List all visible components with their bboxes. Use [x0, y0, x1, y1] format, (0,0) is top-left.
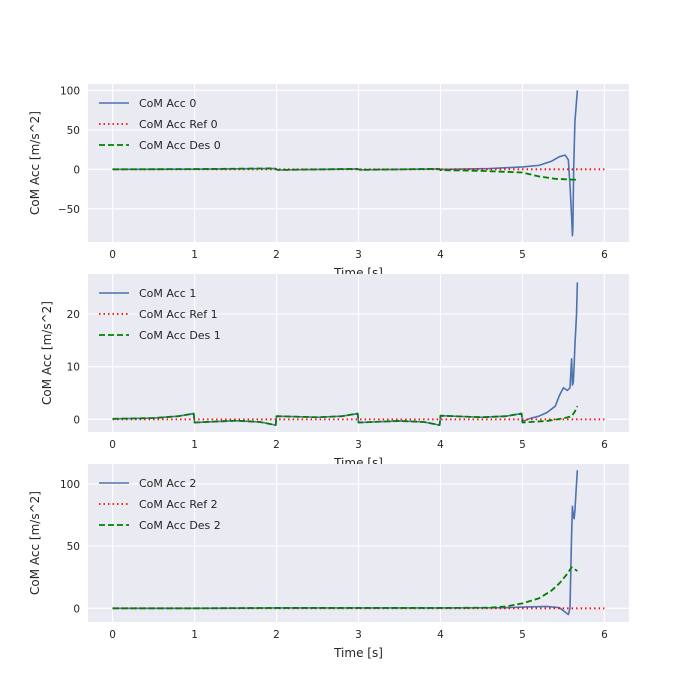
y-tick-label: 100: [60, 85, 80, 97]
x-tick-label: 5: [519, 439, 526, 451]
subplot-2: 0 1 2 3 4 5 6 0 50 100 Time [s] CoM Acc [m/s^2] CoM …: [28, 464, 629, 660]
legend-label: CoM Acc Des 2: [139, 519, 221, 532]
series-line-2: [112, 566, 578, 610]
legend: CoM Acc 1 CoM Acc Ref 1 CoM Acc Des 1: [99, 287, 221, 342]
y-tick-label: 10: [67, 362, 80, 374]
series-group: [112, 470, 605, 616]
legend-label: CoM Acc 0: [139, 97, 196, 110]
x-tick-label: 5: [519, 249, 526, 261]
series-group: [112, 90, 605, 237]
x-tick-label: 2: [273, 249, 280, 261]
x-tick-label: 6: [601, 629, 608, 641]
y-tick-label: 0: [73, 414, 80, 426]
legend-label: CoM Acc 2: [139, 477, 196, 490]
x-tick-label: 4: [437, 629, 444, 641]
y-tick-label: 20: [67, 309, 80, 321]
x-tick-label: 0: [109, 249, 116, 261]
x-tick-label: 3: [355, 439, 362, 451]
legend-label: CoM Acc 1: [139, 287, 196, 300]
x-tick-label: 0: [109, 439, 116, 451]
legend-label: CoM Acc Des 1: [139, 329, 221, 342]
x-tick-label: 2: [273, 439, 280, 451]
y-tick-label: 0: [73, 164, 80, 176]
x-tick-label: 6: [601, 439, 608, 451]
legend-label: CoM Acc Ref 1: [139, 308, 218, 321]
x-tick-label: 2: [273, 629, 280, 641]
x-tick-label: 1: [191, 249, 198, 261]
y-axis-label: CoM Acc [m/s^2]: [28, 111, 42, 215]
x-tick-label: 4: [437, 249, 444, 261]
x-tick-label: 0: [109, 629, 116, 641]
legend-label: CoM Acc Des 0: [139, 139, 221, 152]
legend-label: CoM Acc Ref 2: [139, 498, 218, 511]
x-tick-label: 1: [191, 629, 198, 641]
y-tick-label: 100: [60, 479, 80, 491]
series-line-2: [112, 167, 578, 181]
y-tick-label: −50: [58, 204, 80, 216]
x-axis-label: Time [s]: [333, 646, 383, 660]
y-axis-label: CoM Acc [m/s^2]: [40, 301, 54, 405]
legend-label: CoM Acc Ref 0: [139, 118, 218, 131]
legend: CoM Acc 0 CoM Acc Ref 0 CoM Acc Des 0: [99, 97, 221, 152]
y-tick-label: 0: [73, 603, 80, 615]
y-tick-label: 50: [67, 125, 80, 137]
x-tick-label: 3: [355, 249, 362, 261]
x-tick-label: 5: [519, 629, 526, 641]
y-axis-label: CoM Acc [m/s^2]: [28, 491, 42, 595]
y-tick-label: 50: [67, 541, 80, 553]
x-tick-label: 3: [355, 629, 362, 641]
series-line-2: [112, 405, 579, 427]
x-tick-label: 1: [191, 439, 198, 451]
legend: CoM Acc 2 CoM Acc Ref 2 CoM Acc Des 2: [99, 477, 221, 532]
series-group: [112, 282, 605, 427]
x-tick-label: 6: [601, 249, 608, 261]
x-tick-label: 4: [437, 439, 444, 451]
